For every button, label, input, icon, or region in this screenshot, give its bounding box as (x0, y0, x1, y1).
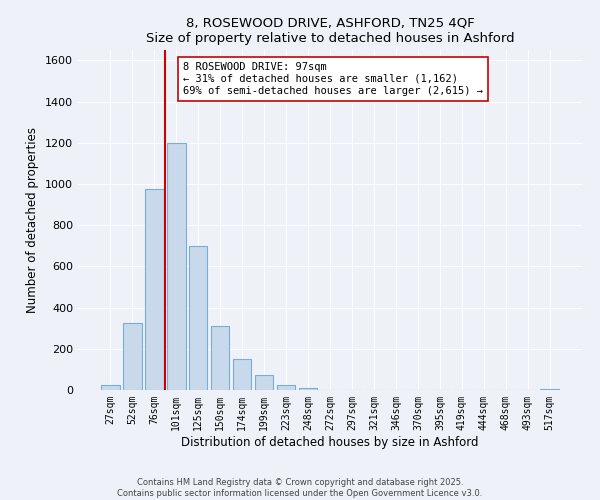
Bar (123, 323, 142, 390)
Bar (541, 389, 559, 390)
Bar (189, 246, 208, 390)
Text: Contains HM Land Registry data © Crown copyright and database right 2025.
Contai: Contains HM Land Registry data © Crown c… (118, 478, 482, 498)
Bar (211, 326, 229, 390)
Title: 8, ROSEWOOD DRIVE, ASHFORD, TN25 4QF
Size of property relative to detached house: 8, ROSEWOOD DRIVE, ASHFORD, TN25 4QF Siz… (146, 16, 514, 44)
Bar (255, 374, 274, 390)
Bar (233, 359, 251, 390)
Bar (299, 388, 317, 390)
Text: 8 ROSEWOOD DRIVE: 97sqm
← 31% of detached houses are smaller (1,162)
69% of semi: 8 ROSEWOOD DRIVE: 97sqm ← 31% of detache… (183, 62, 483, 96)
Bar (277, 386, 295, 390)
Y-axis label: Number of detached properties: Number of detached properties (26, 127, 40, 313)
Bar (101, 385, 119, 390)
Bar (167, 142, 185, 390)
X-axis label: Distribution of detached houses by size in Ashford: Distribution of detached houses by size … (181, 436, 479, 448)
Bar (145, 189, 164, 390)
